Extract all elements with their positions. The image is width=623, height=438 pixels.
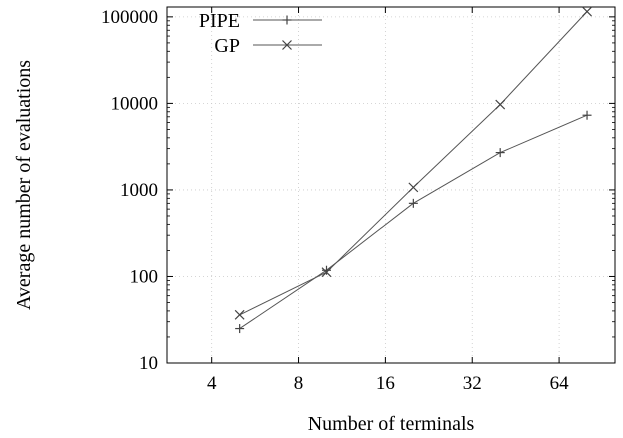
y-tick-label: 100 (130, 266, 159, 287)
marker-stroke (321, 267, 332, 278)
data-point-gp (408, 182, 419, 193)
legend: PIPE GP (199, 10, 322, 57)
data-point-gp (582, 6, 592, 17)
data-point-pipe (321, 265, 331, 275)
legend-label-pipe: PIPE (199, 10, 240, 32)
x-tick-label: 32 (463, 373, 482, 394)
data-point-pipe (582, 110, 592, 120)
marker-stroke (495, 99, 506, 110)
plot-frame (166, 6, 616, 364)
series-group (234, 6, 592, 334)
y-tick-label: 1000 (120, 180, 158, 201)
y-tick-label: 10000 (111, 93, 159, 114)
y-tick-label: 100000 (101, 7, 158, 28)
y-axis-title: Average number of evaluations (13, 60, 35, 310)
x-tick-label: 16 (376, 373, 395, 394)
marker-stroke (282, 40, 292, 50)
data-point-gp (234, 309, 245, 320)
data-point-gp (321, 267, 332, 278)
data-point-pipe (408, 198, 418, 208)
data-point-pipe (495, 148, 505, 158)
legend-marker-pipe (282, 15, 292, 25)
marker-stroke (582, 6, 592, 17)
series-line-gp (239, 11, 588, 316)
x-tick-label: 64 (550, 373, 570, 394)
legend-label-gp: GP (214, 35, 240, 57)
x-tick-label: 4 (207, 373, 217, 394)
marker-stroke (408, 182, 419, 193)
data-point-pipe (235, 324, 245, 334)
grid (167, 7, 615, 364)
x-tick-label: 8 (294, 373, 304, 394)
y-tick-label: 10 (139, 353, 158, 374)
data-point-gp (495, 99, 506, 110)
series-line-pipe (239, 114, 588, 330)
x-axis-title: Number of terminals (308, 413, 475, 435)
axis-ticks: 10 100 1000 10000 100000 4 8 16 32 64 (101, 7, 615, 394)
legend-marker-gp (282, 40, 292, 50)
marker-stroke (234, 309, 245, 320)
